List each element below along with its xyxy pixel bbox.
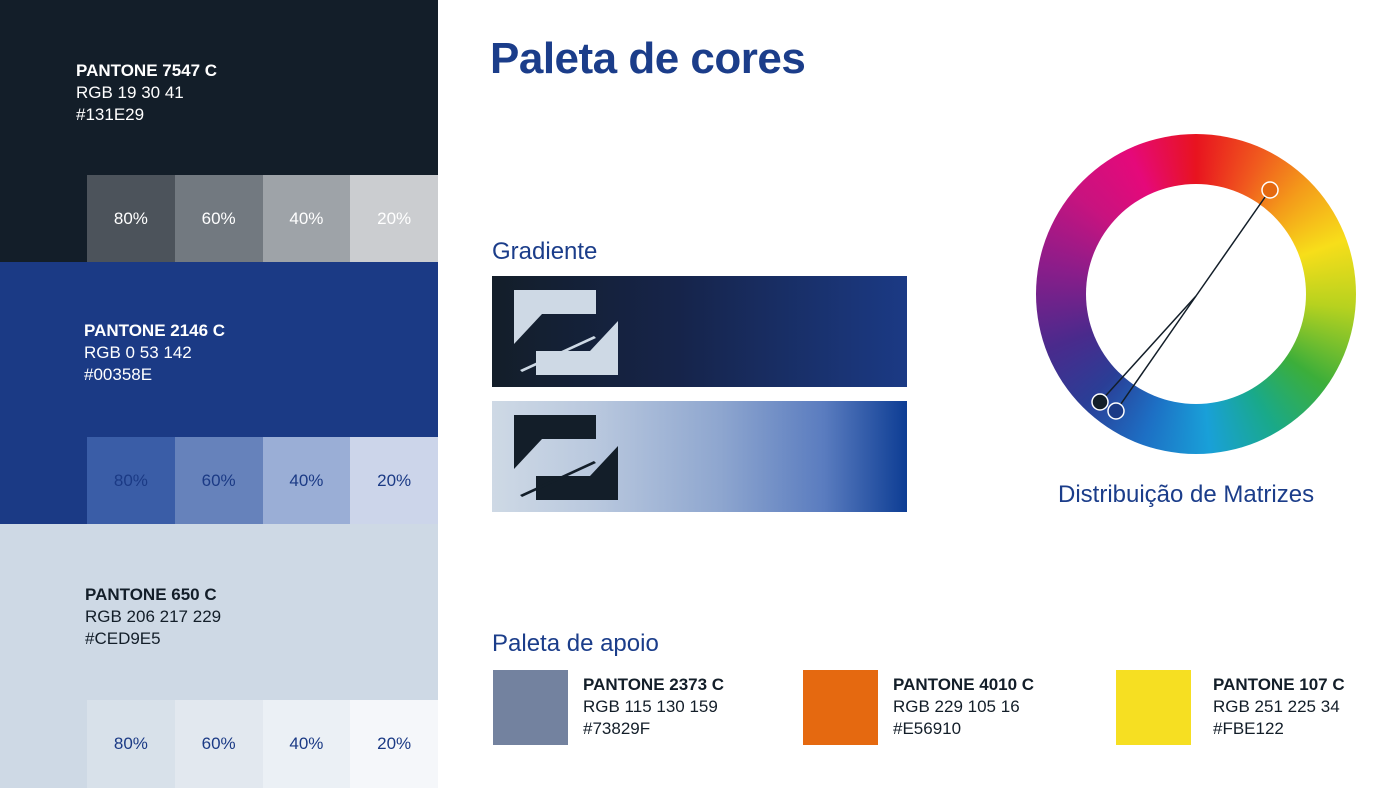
tint-40: 40% [262, 175, 351, 262]
support-chip [493, 670, 568, 745]
tint-row: 80% 60% 40% 20% [87, 700, 438, 788]
page-title: Paleta de cores [490, 34, 806, 83]
swatch-info: PANTONE 7547 C RGB 19 30 41 #131E29 [76, 60, 217, 126]
swatch-rgb: RGB 19 30 41 [76, 83, 184, 102]
support-info: PANTONE 4010 C RGB 229 105 16 #E56910 [893, 674, 1034, 740]
tint-20: 20% [350, 700, 438, 788]
swatch-rgb: RGB 0 53 142 [84, 343, 192, 362]
tint-60: 60% [174, 175, 263, 262]
swatch-hex: #CED9E5 [85, 629, 161, 648]
marker-dark-icon [1091, 393, 1109, 411]
color-wheel-markers [1091, 181, 1279, 420]
swatch-name: PANTONE 2146 C [84, 321, 226, 340]
tint-60: 60% [174, 700, 263, 788]
swatch-name: PANTONE 7547 C [76, 61, 218, 80]
support-palette-label: Paleta de apoio [492, 630, 659, 657]
tint-20: 20% [350, 175, 438, 262]
support-rgb: RGB 229 105 16 [893, 697, 1020, 716]
marker-blue-icon [1107, 402, 1125, 420]
support-hex: #FBE122 [1213, 719, 1284, 738]
support-name: PANTONE 107 C [1213, 675, 1345, 694]
support-info: PANTONE 107 C RGB 251 225 34 #FBE122 [1213, 674, 1345, 740]
logo-mark-dark-icon [514, 415, 618, 500]
swatch-pantone-7547c: PANTONE 7547 C RGB 19 30 41 #131E29 80% … [0, 0, 438, 262]
swatch-info: PANTONE 2146 C RGB 0 53 142 #00358E [84, 320, 225, 386]
support-name: PANTONE 4010 C [893, 675, 1035, 694]
tint-40: 40% [262, 700, 351, 788]
support-info: PANTONE 2373 C RGB 115 130 159 #73829F [583, 674, 724, 740]
tint-60: 60% [174, 437, 263, 524]
gradient-dark-bar [492, 276, 907, 387]
support-rgb: RGB 251 225 34 [1213, 697, 1340, 716]
tint-40: 40% [262, 437, 351, 524]
swatch-info: PANTONE 650 C RGB 206 217 229 #CED9E5 [85, 584, 221, 650]
tint-80: 80% [87, 700, 175, 788]
support-hex: #E56910 [893, 719, 962, 738]
support-rgb: RGB 115 130 159 [583, 697, 718, 716]
tint-row: 80% 60% 40% 20% [87, 437, 438, 524]
support-name: PANTONE 2373 C [583, 675, 725, 694]
tint-80: 80% [87, 175, 175, 262]
swatch-pantone-2146c: PANTONE 2146 C RGB 0 53 142 #00358E 80% … [0, 262, 438, 524]
marker-orange-icon [1261, 181, 1279, 199]
color-wheel-ring [1036, 134, 1356, 454]
tint-row: 80% 60% 40% 20% [87, 175, 438, 262]
swatch-pantone-650c: PANTONE 650 C RGB 206 217 229 #CED9E5 80… [0, 524, 438, 788]
gradient-label: Gradiente [492, 238, 598, 265]
color-wheel-label: Distribuição de Matrizes [1058, 481, 1315, 508]
swatch-hex: #131E29 [76, 105, 145, 124]
support-chip [1116, 670, 1191, 745]
support-chip [803, 670, 878, 745]
swatch-rgb: RGB 206 217 229 [85, 607, 222, 626]
swatch-hex: #00358E [84, 365, 153, 384]
tint-80: 80% [87, 437, 175, 524]
logo-mark-light-icon [514, 290, 618, 375]
color-wheel [1036, 134, 1356, 454]
swatch-name: PANTONE 650 C [85, 585, 217, 604]
gradient-light-bar [492, 401, 907, 512]
tint-20: 20% [350, 437, 438, 524]
support-hex: #73829F [583, 719, 651, 738]
